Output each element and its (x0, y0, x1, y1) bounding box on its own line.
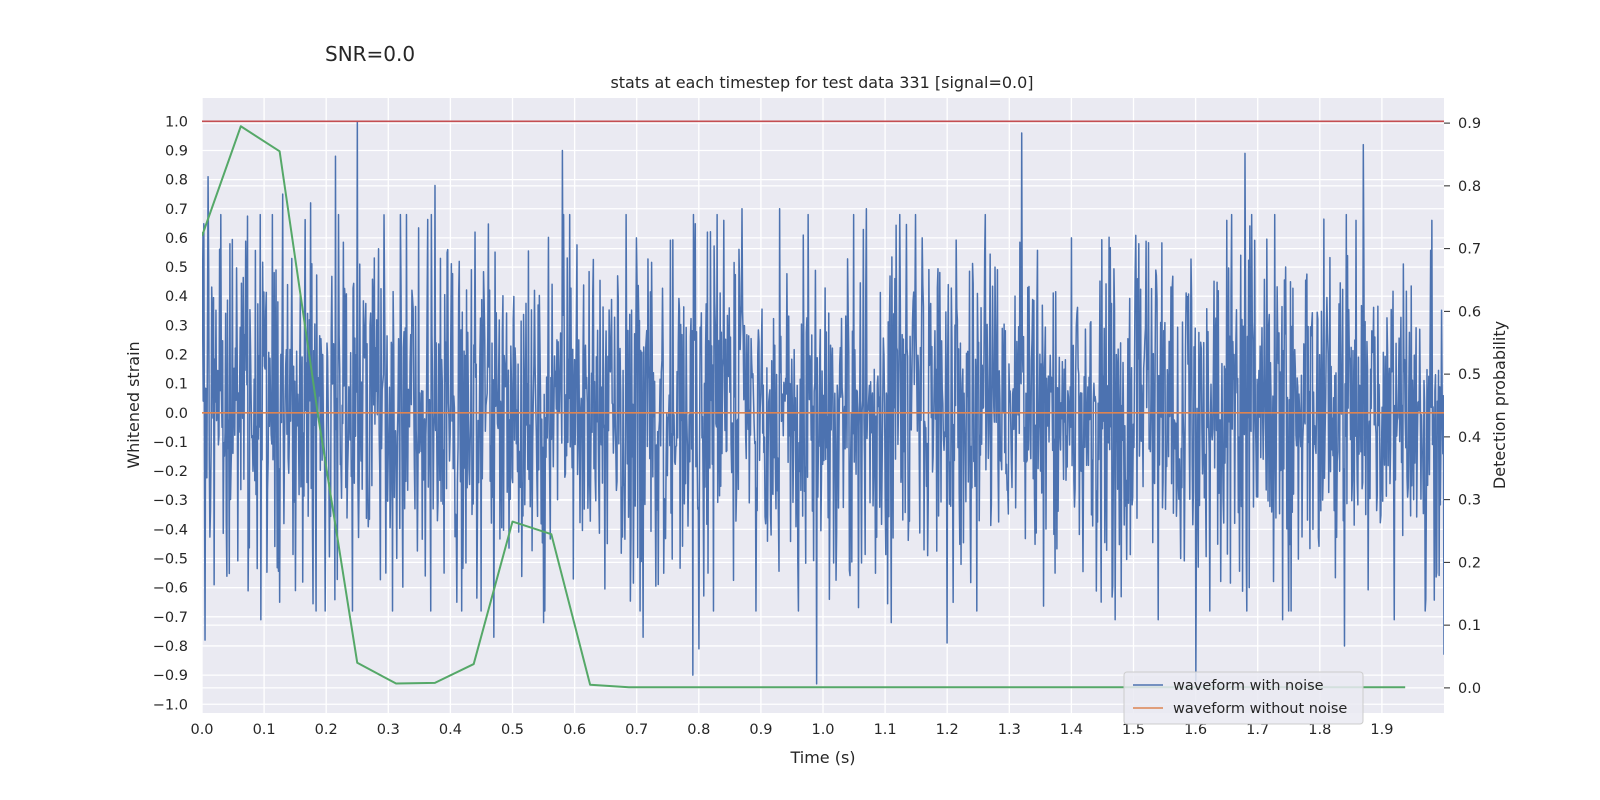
y-tick-label: −0.9 (153, 668, 188, 684)
x-tick-label: 0.6 (563, 722, 586, 738)
x-tick-label: 0.1 (253, 722, 276, 738)
x-axis-label: Time (s) (789, 748, 855, 767)
y-tick-label: 0.2 (165, 347, 188, 363)
y-tick-label: 1.0 (165, 114, 188, 130)
y2-tick-label: 0.8 (1458, 179, 1481, 195)
y-tick-label: −0.3 (153, 493, 188, 509)
y-tick-label: 0.9 (165, 143, 188, 159)
y-tick-label: −0.1 (153, 435, 188, 451)
y-tick-label: 0.4 (165, 289, 188, 305)
y2-axis-ticks: 0.9 0.8 0.7 0.6 0.5 0.4 0.3 0.2 0.1 0.0 (1444, 116, 1481, 697)
x-tick-label: 1.3 (998, 722, 1021, 738)
y-tick-label: 0.1 (165, 377, 188, 393)
y-tick-label: −0.5 (153, 552, 188, 568)
x-axis-ticks: 0.0 0.1 0.2 0.3 0.4 0.5 0.6 0.7 0.8 0.9 1.0 1.1 1.2 1… (190, 722, 1393, 738)
y2-tick-label: 0.4 (1458, 430, 1481, 446)
y-tick-label: 0.5 (165, 260, 188, 276)
series-waveform-with-noise (202, 120, 1444, 685)
legend-label-noise: waveform with noise (1173, 678, 1324, 694)
y-tick-label: −0.6 (153, 581, 188, 597)
y-tick-label: 0.0 (165, 406, 188, 422)
y-tick-label: −0.2 (153, 464, 188, 480)
x-tick-label: 1.6 (1184, 722, 1207, 738)
legend: waveform with noise waveform without noi… (1123, 671, 1364, 725)
y-tick-label: 0.6 (165, 231, 188, 247)
x-tick-label: 0.2 (315, 722, 338, 738)
x-tick-label: 0.4 (439, 722, 462, 738)
y2-tick-label: 0.2 (1458, 555, 1481, 571)
y2-tick-label: 0.9 (1458, 116, 1481, 132)
y2-tick-label: 0.1 (1458, 618, 1481, 634)
x-tick-label: 1.4 (1060, 722, 1083, 738)
y2-tick-label: 0.7 (1458, 242, 1481, 258)
y-tick-label: −1.0 (153, 697, 188, 713)
x-tick-label: 1.2 (936, 722, 959, 738)
y2-tick-label: 0.0 (1458, 681, 1481, 697)
y-tick-label: 0.7 (165, 202, 188, 218)
suptitle: SNR=0.0 (325, 42, 415, 66)
legend-box (1123, 671, 1364, 725)
y-axis-ticks: 1.0 0.9 0.8 0.7 0.6 0.5 0.4 0.3 0.2 0.1 0.0 −0.1 −0.… (153, 114, 188, 713)
y2-tick-label: 0.3 (1458, 493, 1481, 509)
x-tick-label: 0.5 (501, 722, 524, 738)
x-tick-label: 0.7 (625, 722, 648, 738)
legend-label-clean: waveform without noise (1173, 701, 1347, 717)
y-tick-label: −0.4 (153, 522, 188, 538)
x-tick-label: 0.8 (687, 722, 710, 738)
y-tick-label: −0.7 (153, 610, 188, 626)
y-tick-label: 0.8 (165, 173, 188, 189)
x-tick-label: 0.9 (749, 722, 772, 738)
y2-tick-label: 0.5 (1458, 367, 1481, 383)
x-tick-label: 1.5 (1122, 722, 1145, 738)
x-tick-label: 0.0 (190, 722, 213, 738)
y2-tick-label: 0.6 (1458, 304, 1481, 320)
y2-axis-label: Detection probability (1490, 321, 1509, 489)
y-tick-label: 0.3 (165, 318, 188, 334)
x-tick-label: 0.3 (377, 722, 400, 738)
x-tick-label: 1.1 (874, 722, 897, 738)
chart-title: stats at each timestep for test data 331… (610, 73, 1033, 92)
x-tick-label: 1.8 (1308, 722, 1331, 738)
x-tick-label: 1.7 (1246, 722, 1269, 738)
y-axis-label: Whitened strain (124, 341, 143, 468)
y-tick-label: −0.8 (153, 639, 188, 655)
x-tick-label: 1.0 (811, 722, 834, 738)
x-tick-label: 1.9 (1370, 722, 1393, 738)
